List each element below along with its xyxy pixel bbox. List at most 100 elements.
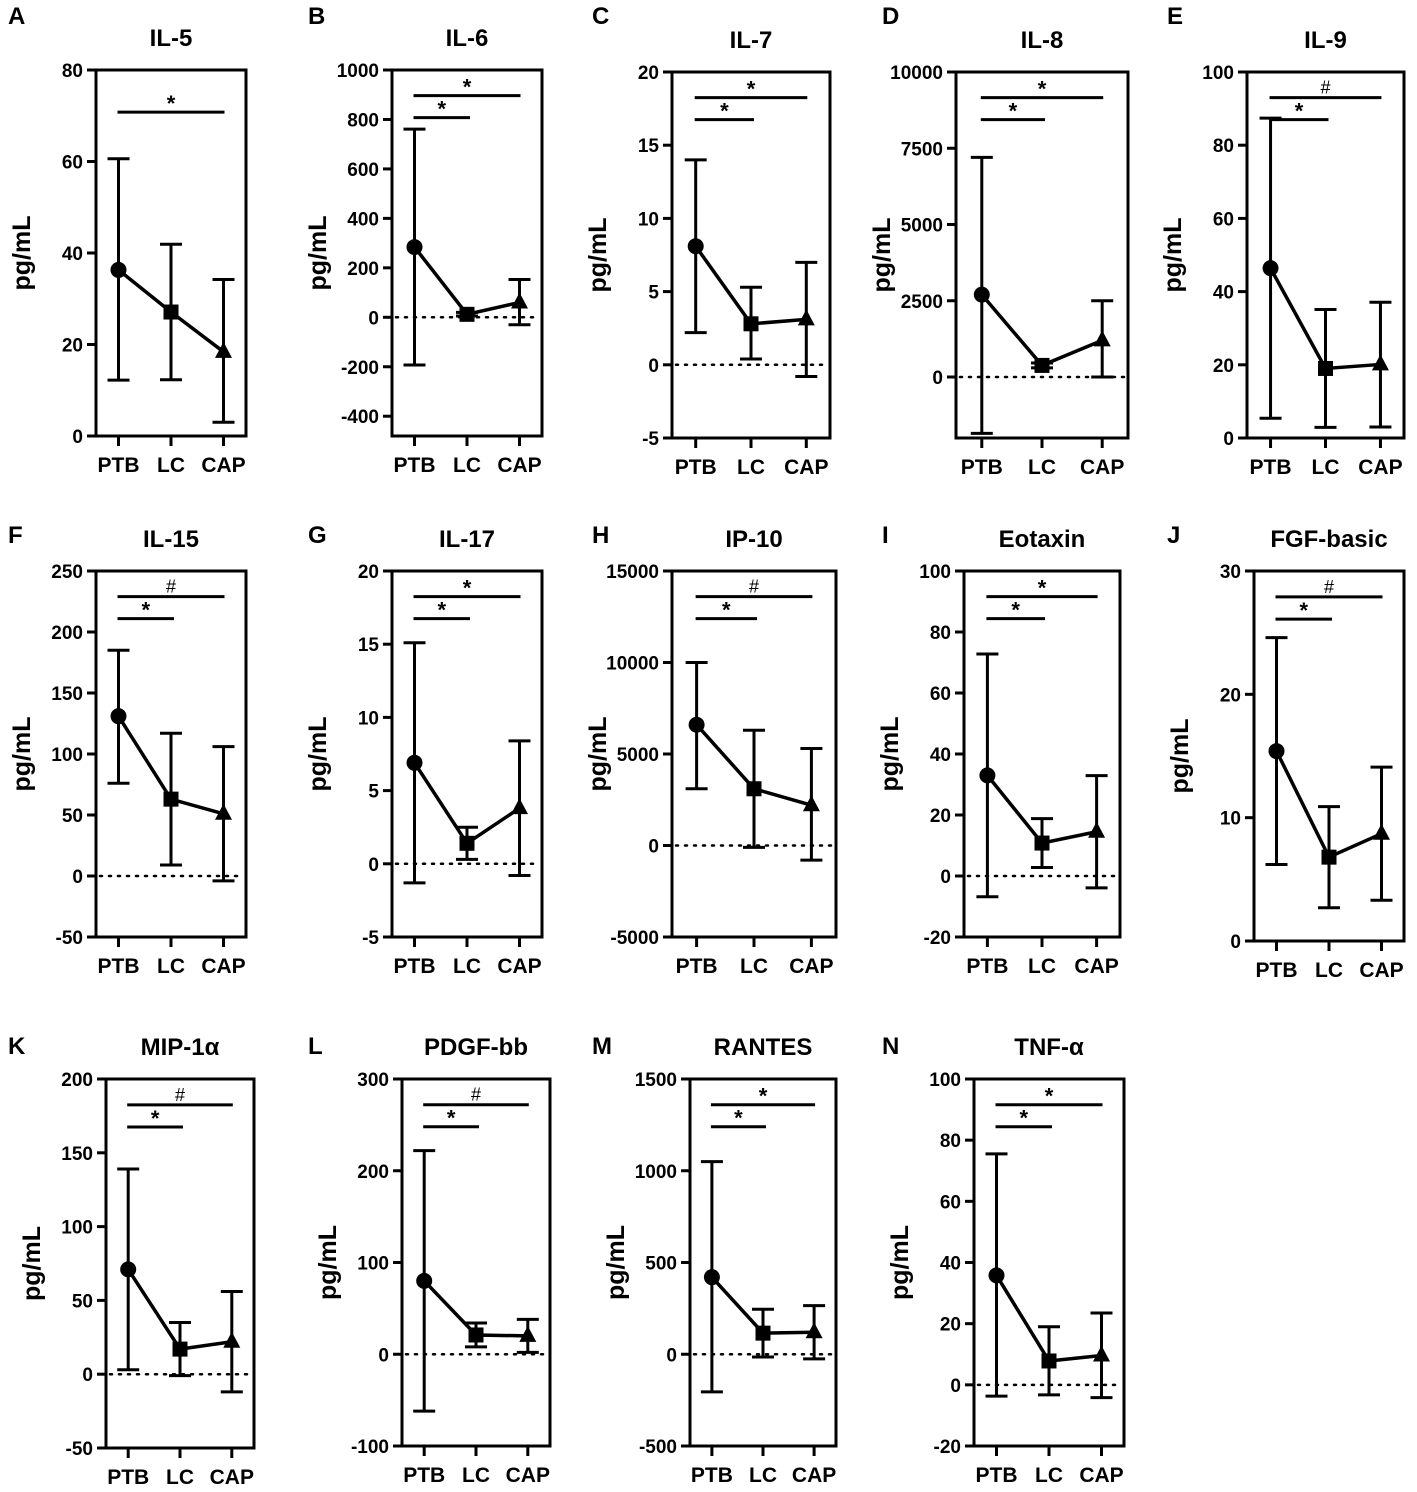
panel-h: H IP-10 -5000 0 5000 10000 15000 pg/mL PTB LC CAP *… [584,522,838,978]
mean-marker-ptb [416,1272,433,1289]
panel-letter: I [882,522,889,549]
ytick-label: 100 [1202,63,1234,84]
xtick-label-cap: CAP [210,1466,254,1489]
ytick-label: 300 [357,1070,389,1091]
ytick-label: 0 [72,867,83,888]
panel-title: IP-10 [725,526,782,553]
ytick-label: 1000 [337,61,379,82]
panel-title: Eotaxin [999,526,1086,553]
ytick-label: 40 [940,1254,961,1275]
ytick-label: 5 [648,283,659,304]
xtick-label-lc: LC [1035,1464,1063,1487]
ytick-label: 7500 [901,139,943,160]
ytick-label: -5 [362,928,379,949]
mean-marker-lc [1318,360,1333,376]
mean-marker-lc [755,1325,771,1341]
ytick-label: 15 [638,136,660,157]
xtick-label-cap: CAP [1359,959,1403,982]
ytick-label: 0 [368,308,379,329]
ytick-label: 200 [51,623,83,644]
ytick-label: 10 [638,209,659,230]
ytick-label: 15 [358,635,380,656]
panel-title: IL-8 [1021,27,1064,54]
ytick-label: -50 [66,1439,93,1460]
significance-star: * [1045,1084,1054,1109]
ytick-label: 80 [940,1131,961,1152]
ytick-label: 1000 [635,1162,677,1183]
xtick-label-cap: CAP [201,454,245,477]
ytick-label: 0 [82,1365,93,1386]
y-axis-label: pg/mL [584,218,612,293]
ytick-label: 200 [61,1070,93,1091]
ytick-label: 80 [930,623,951,644]
ytick-label: 40 [1213,283,1234,304]
mean-marker-cap [223,1331,241,1348]
panel-title: FGF-basic [1270,526,1387,553]
mean-marker-lc [1034,835,1050,851]
xtick-label-ptb: PTB [676,955,718,978]
ytick-label: 100 [919,562,951,583]
mean-marker-ptb [1268,743,1285,760]
panel-letter: A [8,3,25,30]
xtick-label-lc: LC [157,955,185,978]
xtick-label-lc: LC [157,454,185,477]
ytick-label: 200 [357,1162,389,1183]
ytick-label: -20 [924,928,951,949]
mean-marker-lc [172,1341,188,1357]
ytick-label: 0 [666,1345,677,1366]
significance-hash: # [471,1085,481,1105]
ytick-label: 200 [347,259,379,280]
ytick-label: 20 [638,63,659,84]
xtick-label-lc: LC [453,454,481,477]
significance-star: * [1011,598,1020,623]
panel-title: IL-6 [446,25,489,52]
ytick-label: 100 [929,1070,961,1091]
xtick-label-cap: CAP [789,955,833,978]
mean-marker-lc [468,1327,484,1343]
panel-d: D IL-8 0 2500 5000 7500 10000 pg/mL PTB LC CAP * * [868,3,1130,479]
ytick-label: 600 [347,160,379,181]
significance-star: * [1009,99,1018,124]
panel-c: C IL-7 -5 0 5 10 15 20 pg/mL PTB LC CAP * * [584,3,832,479]
ytick-label: 80 [1213,136,1234,157]
mean-marker-cap [1373,823,1390,840]
mean-marker-cap [1088,821,1106,838]
ytick-label: 250 [51,562,83,583]
ytick-label: 0 [378,1345,389,1366]
mean-marker-ptb [988,1267,1005,1284]
ytick-label: 2500 [901,292,943,313]
mean-marker-ptb [406,754,423,771]
xtick-label-lc: LC [749,1464,777,1487]
y-axis-label: pg/mL [1166,719,1194,794]
mean-marker-ptb [110,261,127,278]
mean-marker-cap [805,1322,823,1339]
mean-marker-cap [215,803,232,820]
ytick-label: 15000 [606,562,659,583]
xtick-label-cap: CAP [201,955,245,978]
panel-title: IL-15 [143,526,199,553]
panel-k: K MIP-1α -50 0 50 100 150 200 pg/mL PTB LC CAP * # [8,1033,256,1489]
mean-marker-lc [163,791,179,807]
ytick-label: 60 [1213,209,1234,230]
panel-letter: K [8,1033,26,1060]
ytick-label: 20 [940,1315,961,1336]
mean-marker-ptb [979,767,996,784]
ytick-label: 800 [347,110,379,131]
ytick-label: -50 [56,928,83,949]
xtick-label-ptb: PTB [961,456,1003,479]
panel-j: J FGF-basic 0 10 20 30 pg/mL PTB LC CAP * # [1166,522,1406,982]
mean-marker-cap [1093,1345,1110,1362]
panel-letter: M [592,1033,612,1060]
ytick-label: 10000 [890,63,943,84]
significance-star: * [1038,77,1047,102]
mean-marker-lc [459,835,475,851]
ytick-label: 100 [357,1254,389,1275]
xtick-label-ptb: PTB [1250,456,1292,479]
xtick-label-ptb: PTB [1256,959,1298,982]
significance-star: * [437,598,446,623]
significance-star: * [734,1106,743,1131]
ytick-label: 5 [368,782,379,803]
ytick-label: 50 [72,1291,93,1312]
ytick-label: 50 [62,806,83,827]
